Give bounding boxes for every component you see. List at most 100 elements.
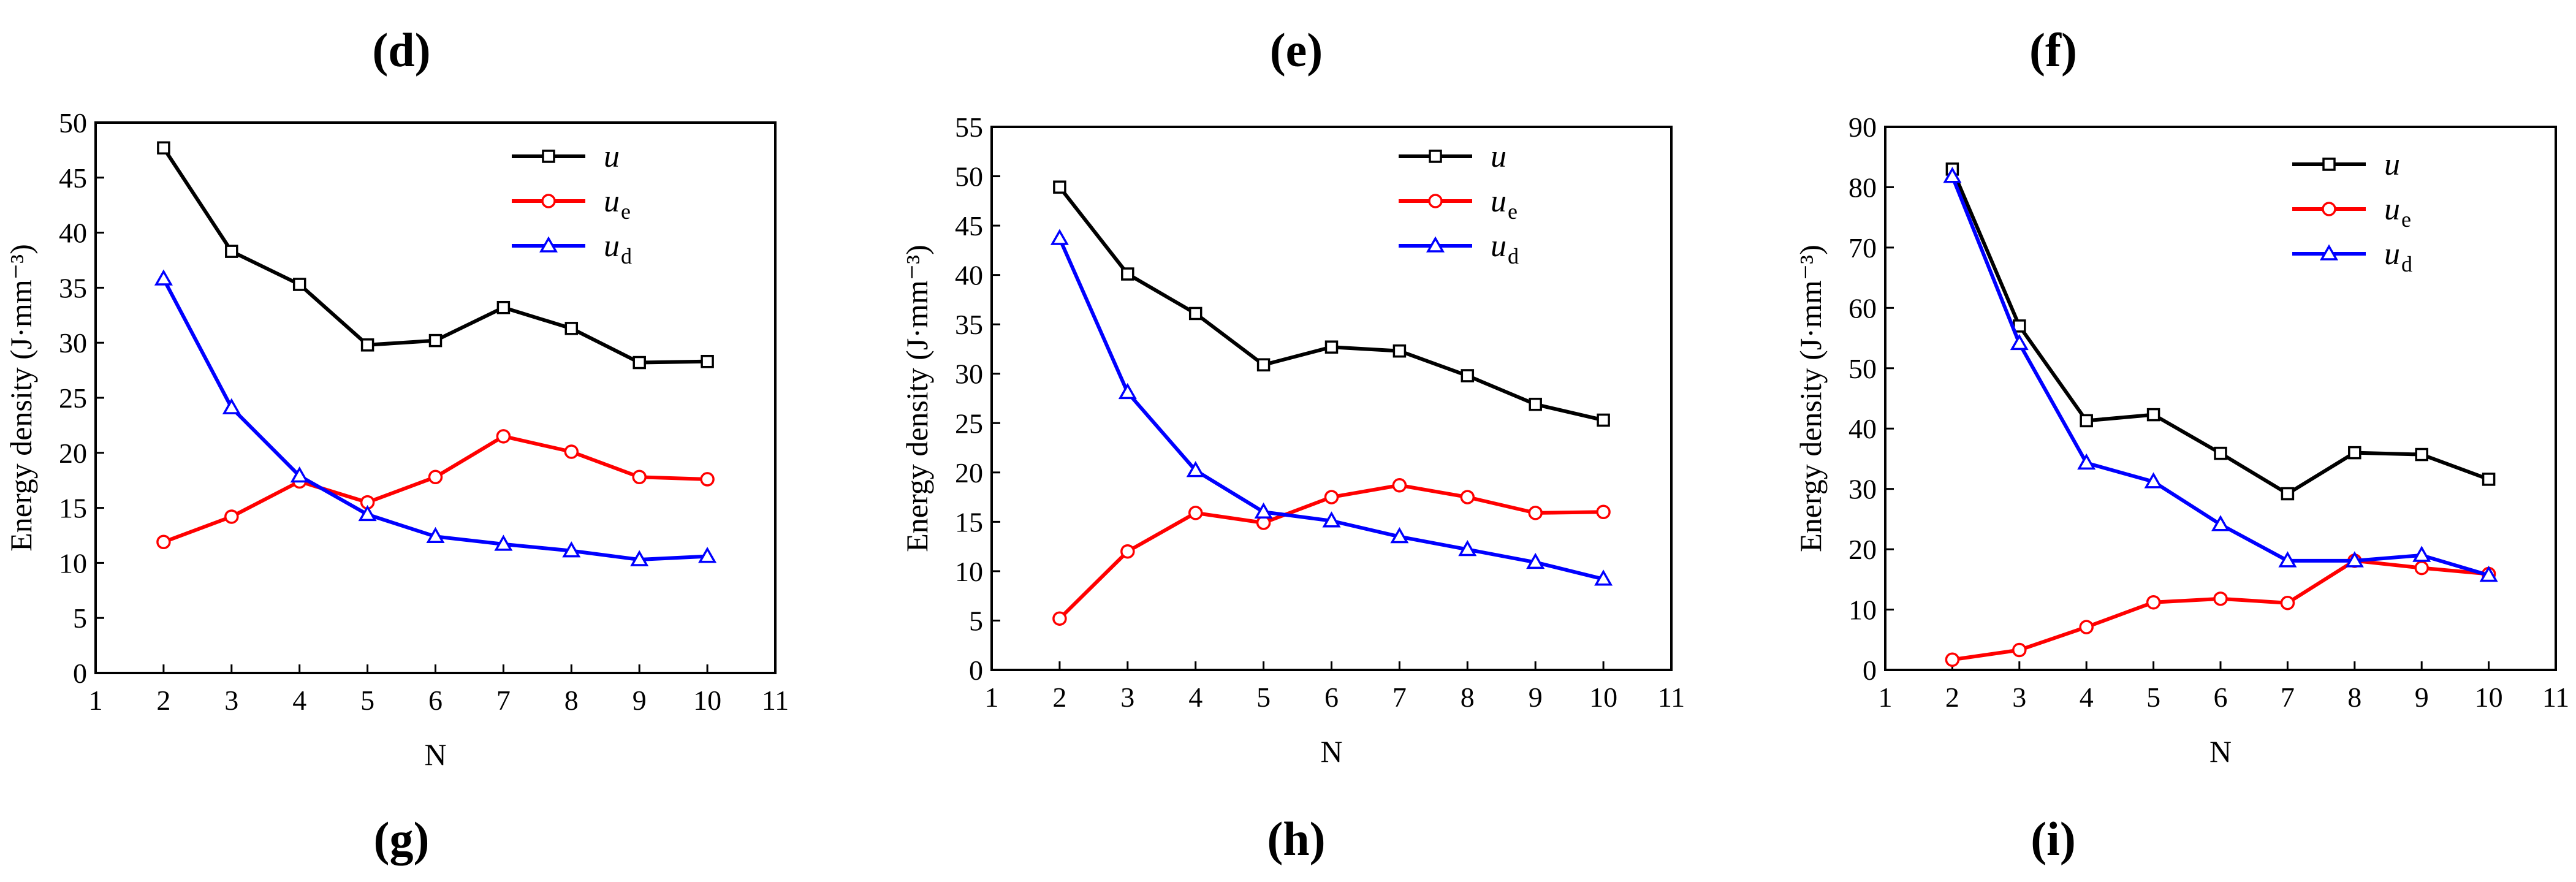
series-u-point <box>428 333 443 348</box>
series-u-d-point <box>1050 229 1069 245</box>
x-tick-label: 1 <box>89 685 103 716</box>
series-u-point <box>1188 306 1203 321</box>
plot-frame <box>94 121 777 674</box>
y-axis-label: Energy density (J·mm⁻³) <box>4 244 38 552</box>
series-u-point <box>1053 180 1066 194</box>
x-tick-label: 4 <box>292 685 306 716</box>
panel-label-d: (d) <box>372 23 430 77</box>
series-u-point <box>1597 413 1610 427</box>
x-tick-label: 1 <box>985 682 999 713</box>
legend-subscript: e <box>2401 207 2411 232</box>
series-u-e-point <box>2146 595 2161 610</box>
series-u-e-point <box>1945 652 1960 667</box>
series-u-e-point <box>1392 478 1407 493</box>
legend-label-series-u: u <box>2384 147 2400 182</box>
series-u-e-line <box>1058 483 1604 620</box>
series-u-d-point <box>2077 453 2096 470</box>
legend-marker-series-u <box>1429 150 1442 163</box>
y-tick-label: 50 <box>955 161 983 192</box>
legend-label-series-u-e: ue <box>604 184 631 224</box>
y-tick-label: 20 <box>1848 534 1877 565</box>
series-u-d-point <box>2278 551 2297 568</box>
y-tick-label: 20 <box>59 438 87 469</box>
series-u-d-point <box>2412 546 2431 562</box>
series-u-d-point <box>154 269 173 286</box>
y-tick-label: 30 <box>59 327 87 359</box>
x-axis-label: N <box>2209 734 2232 769</box>
series-u-e-point <box>1528 506 1543 520</box>
series-u-e-point <box>2079 620 2094 634</box>
series-u-d-point <box>2211 515 2230 531</box>
series-u-point <box>157 141 170 155</box>
series-u-e-point <box>1460 490 1475 504</box>
y-tick-label: 15 <box>59 493 87 524</box>
series-u-d-point <box>1458 539 1477 557</box>
series-u-d-point <box>1186 461 1205 477</box>
x-tick-label: 9 <box>1529 682 1543 713</box>
x-tick-label: 10 <box>2475 682 2503 713</box>
y-tick-label: 40 <box>59 218 87 249</box>
panel-label-i: (i) <box>2031 812 2076 865</box>
series-u-d-point <box>698 547 717 563</box>
legend-marker-series-u-e <box>541 194 556 208</box>
x-tick-label: 6 <box>428 685 443 716</box>
series-u-e-point <box>2280 595 2295 610</box>
legend-marker-series-u-d <box>539 236 558 253</box>
y-axis-label: Energy density (J·mm⁻³) <box>1793 245 1828 552</box>
series-u-e-point <box>496 429 511 444</box>
legend-marker-series-u-e <box>1428 194 1443 208</box>
series-u-e-point <box>700 472 715 487</box>
x-tick-label: 4 <box>1188 682 1203 713</box>
x-tick-label: 3 <box>224 685 238 716</box>
x-axis-label: N <box>1320 734 1342 769</box>
series-u-point <box>701 354 714 368</box>
series-u-point <box>564 322 579 335</box>
panel-label-h: (h) <box>1267 812 1325 865</box>
series-u-point <box>292 278 306 291</box>
y-tick-label: 30 <box>955 359 983 390</box>
x-tick-label: 3 <box>2012 682 2026 713</box>
series-u-d-line <box>1058 237 1604 581</box>
panel-label-e: (e) <box>1270 23 1323 77</box>
y-tick-label: 40 <box>955 260 983 291</box>
y-tick-label: 35 <box>59 272 87 303</box>
series-u-point <box>1392 344 1407 358</box>
series-u-e-line <box>162 434 708 544</box>
series-u-e-point <box>632 470 647 485</box>
legend-label-series-u-e: ue <box>2384 192 2411 232</box>
series-u-d-point <box>562 541 581 558</box>
series-u-e-point <box>2213 591 2228 606</box>
series-u-point <box>2348 446 2361 460</box>
x-tick-label: 9 <box>2415 682 2429 713</box>
x-tick-label: 2 <box>1052 682 1066 713</box>
series-u-d-point <box>1118 382 1137 400</box>
series-u-d-point <box>358 504 377 522</box>
series-u-d-line <box>162 278 708 562</box>
plot-frame <box>990 126 1673 671</box>
y-tick-label: 15 <box>955 506 983 538</box>
x-tick-label: 5 <box>360 685 374 716</box>
x-tick-label: 2 <box>1945 682 1959 713</box>
series-u-e-point <box>1188 506 1203 520</box>
series-u-point <box>496 300 511 314</box>
y-tick-label: 10 <box>955 556 983 587</box>
y-tick-label: 10 <box>59 547 87 579</box>
y-tick-label: 60 <box>1848 292 1877 324</box>
series-u-e-point <box>1120 544 1135 559</box>
y-tick-label: 40 <box>1848 413 1877 444</box>
series-u-point <box>1529 397 1542 411</box>
series-u-d-point <box>1526 552 1545 569</box>
x-tick-label: 11 <box>1658 682 1685 713</box>
series-u-point <box>1256 358 1271 371</box>
x-tick-label: 7 <box>2281 682 2295 713</box>
y-tick-label: 45 <box>955 210 983 241</box>
y-tick-label: 5 <box>73 603 87 634</box>
legend-subscript: d <box>621 244 632 268</box>
series-u-e-point <box>564 444 579 459</box>
series-u-e-point <box>224 509 239 524</box>
y-tick-label: 20 <box>955 457 983 489</box>
legend-subscript: e <box>1508 199 1518 224</box>
legend-label-series-u-d: ud <box>1491 229 1519 268</box>
legend-marker-series-u <box>542 150 555 163</box>
series-u-d-point <box>1322 511 1341 528</box>
